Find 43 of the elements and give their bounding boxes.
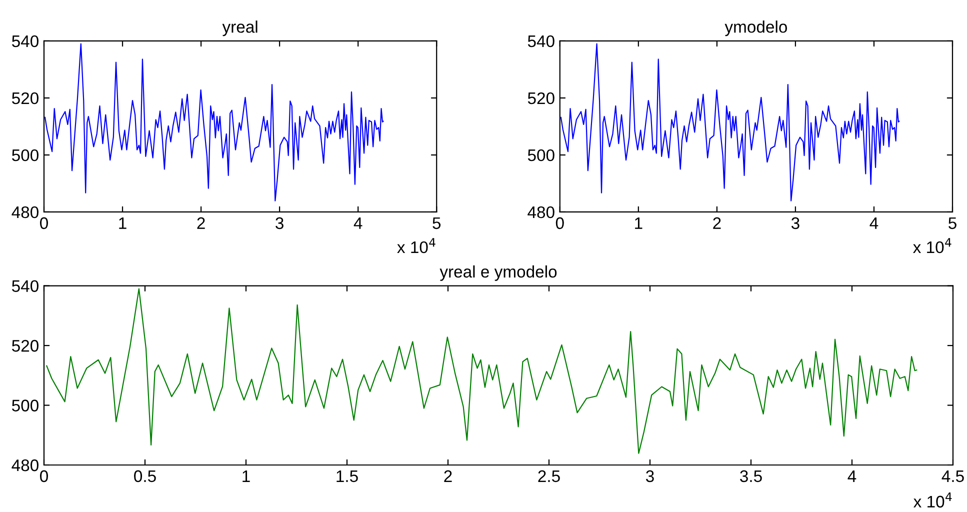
y-tick-label: 540	[12, 280, 38, 292]
line-series	[44, 43, 384, 202]
x-tick-label: 1	[119, 217, 126, 229]
x-tick-label: 1.5	[336, 470, 358, 482]
text: x 10$^{4}$	[914, 492, 952, 508]
x-tick-label: 5	[948, 217, 956, 230]
x-tick-label: 1	[635, 217, 642, 229]
y-tick-label: 480	[12, 206, 38, 218]
x-tick-label: 2	[197, 217, 205, 229]
chart-title: yreal	[222, 20, 258, 36]
line-series	[560, 43, 900, 202]
x-tick-label: 1	[242, 470, 250, 482]
x-tick-label: 0	[40, 217, 48, 230]
x-tick-label: 4	[848, 470, 856, 482]
x-tick-label: 0	[40, 470, 48, 482]
y-tick-label: 500	[12, 149, 38, 162]
x-tick-label: 4	[354, 217, 362, 229]
x-tick-label: 2	[713, 217, 721, 229]
x-tick-label: 5	[432, 217, 441, 230]
x-tick-label: 3	[791, 217, 800, 230]
y-tick-label: 480	[528, 206, 554, 218]
y-tick-label: 500	[12, 400, 38, 412]
text: x 10$^{4}$	[913, 238, 952, 254]
chart-title: ymodelo	[724, 20, 787, 36]
y-tick-label: 520	[528, 92, 554, 104]
x-tick-label: 4.5	[942, 470, 964, 482]
x-tick-label: 0	[556, 217, 564, 230]
chart-title: yreal e ymodelo	[440, 265, 557, 281]
line-series	[46, 288, 918, 454]
x-tick-label: 2.5	[538, 470, 560, 482]
y-tick-label: 520	[12, 340, 38, 352]
x-tick-label: 0.5	[134, 470, 156, 482]
y-tick-label: 520	[12, 92, 38, 104]
x-tick-label: 3	[276, 217, 284, 230]
y-tick-label: 500	[528, 149, 554, 162]
y-tick-label: 540	[12, 35, 38, 48]
text: x 10$^{4}$	[397, 238, 436, 254]
x-tick-label: 4	[870, 217, 878, 229]
x-tick-label: 2	[444, 470, 452, 482]
y-tick-label: 540	[528, 35, 554, 48]
x-tick-label: 3	[646, 470, 654, 482]
y-tick-label: 480	[12, 459, 38, 472]
x-tick-label: 3.5	[740, 470, 762, 482]
